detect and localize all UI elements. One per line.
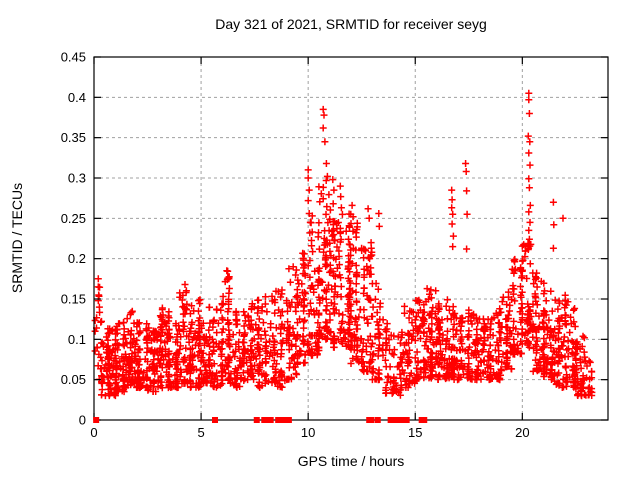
zero-value-marker <box>278 417 285 423</box>
zero-value-marker <box>275 417 282 423</box>
zero-value-marker <box>267 417 274 423</box>
plot-frame <box>93 56 609 423</box>
y-axis-label: SRMTID / TECUs <box>9 183 25 293</box>
zero-value-marker <box>403 417 410 423</box>
y-tick-label: 0.25 <box>61 211 86 226</box>
zero-value-marker <box>253 417 260 423</box>
y-tick-label: 0.45 <box>61 50 86 65</box>
scatter-points <box>91 89 596 400</box>
x-tick-label: 20 <box>515 425 529 440</box>
x-tick-label: 10 <box>301 425 315 440</box>
zero-value-marker <box>93 417 100 423</box>
zero-value-marker <box>368 417 375 423</box>
y-tick-label: 0.2 <box>68 251 86 266</box>
y-tick-label: 0.35 <box>61 130 86 145</box>
y-tick-label: 0.05 <box>61 372 86 387</box>
zero-value-marker <box>285 417 292 423</box>
zero-value-marker <box>400 417 407 423</box>
tick-labels: 0 5 10 15 20 0 0.05 0.1 0.15 0.2 0.25 0.3 0.35 0.4 0.4… <box>61 50 530 441</box>
zero-value-marker <box>264 417 271 423</box>
x-axis-label: GPS time / hours <box>298 453 405 469</box>
zero-value-marker <box>421 417 428 423</box>
y-tick-label: 0.1 <box>68 332 86 347</box>
y-tick-label: 0.4 <box>68 90 86 105</box>
zero-value-marker <box>261 417 268 423</box>
y-tick-label: 0.15 <box>61 292 86 307</box>
y-tick-label: 0 <box>79 413 86 428</box>
zero-value-marker <box>281 417 288 423</box>
x-tick-label: 15 <box>408 425 422 440</box>
y-tick-label: 0.3 <box>68 171 86 186</box>
plot-border <box>93 56 609 421</box>
zero-value-marker <box>212 417 219 423</box>
scatter-plus-markers <box>91 89 596 400</box>
zero-value-marker <box>374 417 381 423</box>
chart-title: Day 321 of 2021, SRMTID for receiver sey… <box>215 16 487 32</box>
x-tick-label: 0 <box>90 425 97 440</box>
x-tick-label: 5 <box>197 425 204 440</box>
